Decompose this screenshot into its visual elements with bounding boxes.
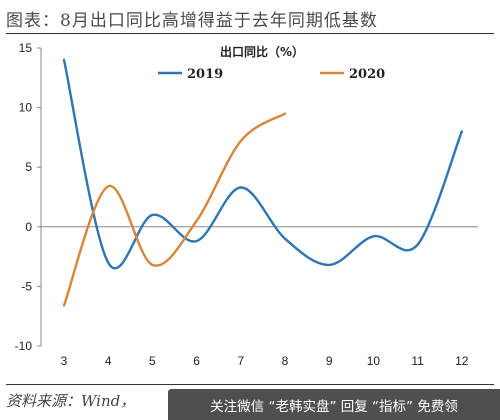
- x-tick-label: 12: [455, 354, 469, 368]
- x-tick-label: 5: [149, 354, 156, 368]
- y-tick-label: -5: [21, 279, 32, 293]
- chart-legend: 2019 2020: [158, 67, 385, 82]
- series-layer: [62, 58, 463, 307]
- y-tick-label: 15: [19, 41, 33, 55]
- export-yoy-line-chart: 出口同比（%） 2019 2020 15 10 5 0 -5 -10 3 4 5 6 7 8 9 10 11…: [15, 41, 478, 368]
- y-tick-label: 0: [25, 220, 32, 234]
- x-axis-ticks: 3 4 5 6 7 8 9 10 11 12: [61, 354, 469, 368]
- x-tick-label: 8: [282, 354, 289, 368]
- x-tick-label: 9: [326, 354, 333, 368]
- x-tick-label: 6: [193, 354, 200, 368]
- legend-label-2020: 2020: [349, 67, 385, 82]
- y-tick-label: 10: [19, 101, 33, 115]
- watermark-banner: 关注微信 “老韩实盘” 回复 “指标” 免费领: [168, 389, 500, 420]
- x-tick-label: 11: [411, 354, 424, 368]
- y-tick-label: -10: [15, 339, 33, 353]
- y-tick-label: 5: [25, 160, 32, 174]
- series-line-2019: [62, 58, 463, 270]
- legend-label-2019: 2019: [187, 67, 223, 82]
- x-tick-label: 3: [61, 354, 68, 368]
- source-note: 资料来源：Wind，: [6, 392, 136, 410]
- x-tick-label: 4: [105, 354, 112, 368]
- series-line-2020: [62, 112, 287, 307]
- x-tick-label: 10: [367, 354, 381, 368]
- x-tick-label: 7: [237, 354, 244, 368]
- y-axis-ticks: 15 10 5 0 -5 -10: [15, 41, 41, 353]
- chart-title-banner: 图表：8月出口同比高增得益于去年同期低基数: [6, 11, 378, 31]
- chart-subtitle: 出口同比（%）: [220, 44, 304, 59]
- title-divider: [6, 33, 494, 34]
- footer-divider: [6, 384, 494, 385]
